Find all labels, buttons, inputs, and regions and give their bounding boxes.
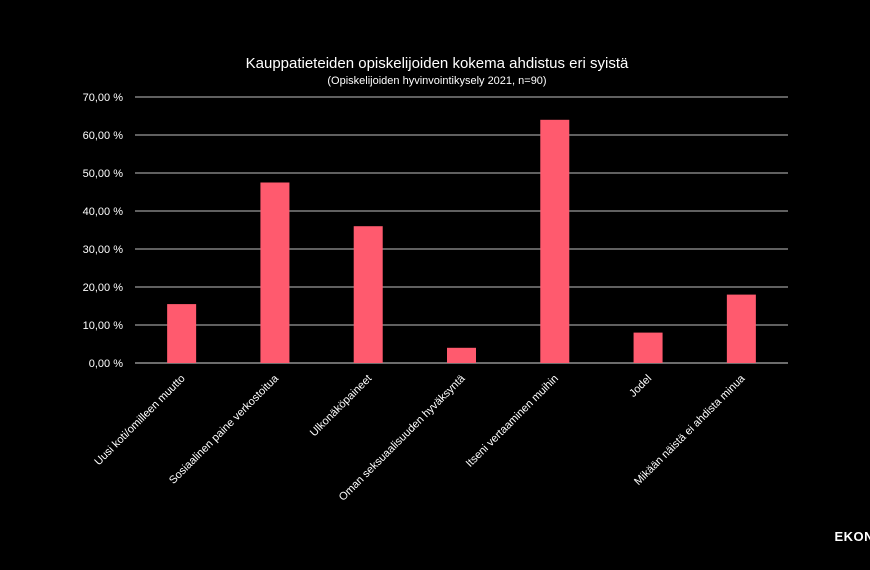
y-tick-label: 10,00 %: [83, 320, 124, 332]
x-tick-label: Itseni vertaaminen muihin: [464, 373, 561, 470]
y-tick-label: 20,00 %: [83, 282, 124, 294]
gridlines: [135, 96, 788, 364]
bar: [447, 347, 476, 363]
x-tick-label: Ulkonäköpaineet: [308, 373, 374, 439]
bar: [353, 226, 383, 363]
bars: [167, 119, 756, 363]
bar: [633, 332, 663, 363]
x-tick-label: Jodel: [627, 373, 654, 400]
y-tick-label: 30,00 %: [83, 244, 124, 256]
y-axis-ticks: 0,00 % 10,00 % 20,00 % 30,00 % 40,00 % 50,00 …: [83, 92, 124, 370]
y-tick-label: 60,00 %: [83, 130, 124, 142]
bar: [167, 304, 197, 363]
bar: [260, 182, 290, 363]
y-tick-label: 40,00 %: [83, 206, 124, 218]
bar: [540, 119, 570, 363]
x-tick-label: Mikään näistä ei ahdista minua: [632, 372, 748, 488]
chart-subtitle: (Opiskelijoiden hyvinvointikysely 2021, …: [327, 75, 546, 87]
y-tick-label: 50,00 %: [83, 168, 124, 180]
ekon-logo: EKON: [834, 529, 870, 544]
y-tick-label: 0,00 %: [89, 358, 123, 370]
x-tick-label: Sosiaalinen paine verkostoitua: [167, 372, 282, 487]
chart-title: Kauppatieteiden opiskelijoiden kokema ah…: [246, 55, 629, 72]
bar: [726, 294, 756, 363]
x-tick-label: Uusi koti/omilleen muutto: [92, 373, 187, 468]
y-tick-label: 70,00 %: [83, 92, 124, 104]
